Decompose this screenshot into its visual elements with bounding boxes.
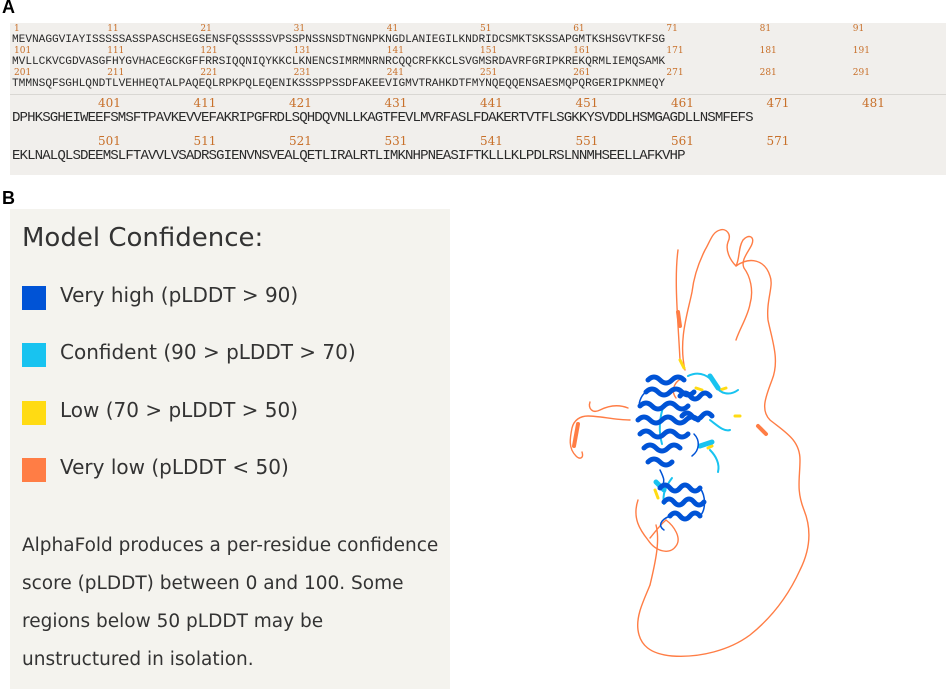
residue-number: 431 [384, 96, 408, 110]
sequence-divider [10, 94, 946, 95]
residue-number: 551 [575, 134, 599, 148]
residue-number: 401 [98, 96, 121, 110]
residue-number: 421 [289, 96, 312, 110]
residue-number: 31 [293, 24, 306, 34]
residue-number: 281 [759, 68, 777, 78]
residue-number: 451 [575, 96, 599, 110]
legend-description: AlphaFold produces a per-residue confide… [22, 535, 439, 670]
residue-number: 261 [573, 68, 591, 78]
residue-number: 161 [573, 46, 591, 56]
legend-label: Confident (90 > pLDDT > 70) [60, 340, 356, 364]
sequence-line: DPHKSGHEIWEEFSMSFTPAVKEVVEFAKRIPGFRDLSQH… [12, 110, 754, 126]
residue-number: 151 [480, 46, 498, 56]
residue-number: 571 [766, 134, 790, 148]
sequence-line: EKLNALQLSDEEMSLFTAVVLVSADRSGIENVNSVEALQE… [12, 148, 686, 164]
sequence-block-3: 201 211 221 231 241 251 261 271 281 291 TMMNSQFSG… [10, 68, 946, 90]
residue-number: 221 [200, 68, 218, 78]
residue-number: 231 [293, 68, 311, 78]
sequence-line: MEVNAGGVIAYISSSSSASSPASCHSEGSENSFQSSSSSV… [12, 34, 666, 46]
residue-number: 461 [671, 96, 694, 110]
sequence-block-4: 401 411 421 431 441 451 461 471 481 DPHKSGHEIWEE… [10, 96, 946, 127]
residue-number: 181 [759, 46, 777, 56]
low-swatch [22, 401, 46, 425]
model-confidence-legend: Model Confidence: Very high (pLDDT > 90)… [10, 209, 450, 689]
residue-number: 271 [666, 68, 684, 78]
residue-number-row: 501 511 521 531 541 551 561 571 [10, 134, 946, 148]
sequence-block-5: 501 511 521 531 541 551 561 571 EKLNALQLSDEEMSL… [10, 134, 946, 165]
residue-number: 241 [386, 68, 404, 78]
legend-label: Very high (pLDDT > 90) [60, 283, 299, 307]
legend-label: Very low (pLDDT < 50) [60, 455, 289, 479]
panel-a-label: A [2, 0, 15, 17]
very-low-confidence-loops [569, 228, 810, 658]
residue-number-row: 1 11 21 31 41 51 61 71 81 91 [10, 24, 946, 34]
sequence-block-2: 101 111 121 131 141 151 161 171 181 191 MVLLCKVCG… [10, 46, 946, 68]
sequence-panel: 1 11 21 31 41 51 61 71 81 91 MEVNAGGVIAYISSSSSASS… [10, 23, 946, 175]
residue-number: 121 [200, 46, 218, 56]
residue-number: 411 [193, 96, 217, 110]
sequence-block-1: 1 11 21 31 41 51 61 71 81 91 MEVNAGGVIAYISSSSSASS… [10, 24, 946, 46]
residue-number: 11 [107, 24, 119, 34]
sequence-line: MVLLCKVCGDVASGFHYGVHACEGCKGFFRRSIQQNIQYK… [12, 56, 666, 68]
residue-number: 61 [573, 24, 585, 34]
residue-number: 511 [193, 134, 217, 148]
residue-number: 191 [852, 46, 870, 56]
residue-number-row: 201 211 221 231 241 251 261 271 281 291 [10, 68, 946, 78]
residue-number: 501 [98, 134, 121, 148]
residue-number: 471 [766, 96, 790, 110]
very-low-helix-segments [572, 310, 768, 448]
residue-number: 171 [666, 46, 684, 56]
residue-number: 1 [14, 24, 20, 34]
residue-number: 441 [480, 96, 503, 110]
residue-number: 291 [852, 68, 870, 78]
confident-swatch [22, 343, 46, 367]
residue-number: 51 [480, 24, 492, 34]
residue-number: 91 [852, 24, 865, 34]
legend-title: Model Confidence: [22, 223, 264, 253]
residue-number: 101 [14, 46, 32, 56]
low-confidence-segments [653, 358, 742, 500]
residue-number: 71 [666, 24, 678, 34]
residue-number: 541 [480, 134, 503, 148]
residue-number: 201 [14, 68, 32, 78]
residue-number: 211 [107, 68, 125, 78]
residue-number: 251 [480, 68, 498, 78]
very-low-swatch [22, 458, 46, 482]
sequence-line: TMMNSQFSGHLQNDTLVEHHEQTALPAQEQLRPKPQLEQE… [12, 78, 666, 90]
residue-number: 111 [107, 46, 125, 56]
residue-number: 131 [293, 46, 311, 56]
very-high-swatch [22, 286, 46, 310]
residue-number: 561 [671, 134, 694, 148]
residue-number: 521 [289, 134, 312, 148]
residue-number: 531 [384, 134, 408, 148]
residue-number-row: 101 111 121 131 141 151 161 171 181 191 [10, 46, 946, 56]
residue-number-row: 401 411 421 431 441 451 461 471 481 [10, 96, 946, 110]
residue-number: 141 [386, 46, 404, 56]
legend-label: Low (70 > pLDDT > 50) [60, 398, 299, 422]
very-high-confidence-core [635, 374, 715, 522]
panel-b-label: B [2, 188, 15, 208]
protein-structure-image [569, 228, 810, 658]
residue-number: 41 [386, 24, 399, 34]
very-high-confidence-loops [638, 391, 706, 531]
residue-number: 21 [200, 24, 212, 34]
residue-number: 81 [759, 24, 772, 34]
residue-number: 481 [862, 96, 885, 110]
